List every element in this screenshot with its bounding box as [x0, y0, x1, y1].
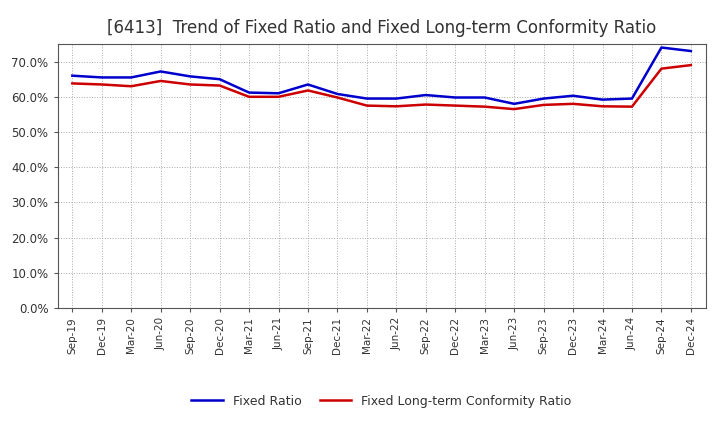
Fixed Ratio [539, 96, 548, 101]
Legend: Fixed Ratio, Fixed Long-term Conformity Ratio: Fixed Ratio, Fixed Long-term Conformity … [186, 390, 577, 413]
Fixed Long-term Conformity Ratio [245, 94, 253, 99]
Fixed Long-term Conformity Ratio [68, 81, 76, 86]
Fixed Ratio [628, 96, 636, 101]
Fixed Ratio [421, 92, 430, 98]
Fixed Ratio [97, 75, 106, 80]
Fixed Long-term Conformity Ratio [598, 104, 607, 109]
Fixed Ratio [274, 91, 283, 96]
Fixed Long-term Conformity Ratio [215, 83, 224, 88]
Fixed Ratio [127, 75, 135, 80]
Fixed Ratio [569, 93, 577, 99]
Fixed Long-term Conformity Ratio [628, 104, 636, 109]
Fixed Ratio [510, 101, 518, 106]
Fixed Ratio [68, 73, 76, 78]
Fixed Long-term Conformity Ratio [392, 104, 400, 109]
Fixed Ratio [598, 97, 607, 102]
Fixed Ratio [333, 92, 342, 97]
Fixed Ratio [156, 69, 165, 74]
Fixed Ratio [657, 45, 666, 50]
Fixed Ratio [687, 48, 696, 54]
Fixed Ratio [245, 90, 253, 95]
Fixed Long-term Conformity Ratio [186, 82, 194, 87]
Fixed Long-term Conformity Ratio [539, 102, 548, 107]
Fixed Ratio [451, 95, 459, 100]
Fixed Ratio [186, 74, 194, 79]
Line: Fixed Ratio: Fixed Ratio [72, 48, 691, 104]
Fixed Ratio [392, 96, 400, 101]
Fixed Long-term Conformity Ratio [569, 101, 577, 106]
Fixed Ratio [363, 96, 372, 101]
Fixed Long-term Conformity Ratio [510, 106, 518, 112]
Fixed Ratio [215, 77, 224, 82]
Fixed Long-term Conformity Ratio [333, 95, 342, 100]
Fixed Long-term Conformity Ratio [274, 94, 283, 99]
Line: Fixed Long-term Conformity Ratio: Fixed Long-term Conformity Ratio [72, 65, 691, 109]
Fixed Ratio [304, 82, 312, 87]
Fixed Ratio [480, 95, 489, 100]
Fixed Long-term Conformity Ratio [451, 103, 459, 108]
Title: [6413]  Trend of Fixed Ratio and Fixed Long-term Conformity Ratio: [6413] Trend of Fixed Ratio and Fixed Lo… [107, 19, 656, 37]
Fixed Long-term Conformity Ratio [304, 88, 312, 93]
Fixed Long-term Conformity Ratio [480, 104, 489, 109]
Fixed Long-term Conformity Ratio [421, 102, 430, 107]
Fixed Long-term Conformity Ratio [363, 103, 372, 108]
Fixed Long-term Conformity Ratio [156, 78, 165, 84]
Fixed Long-term Conformity Ratio [657, 66, 666, 71]
Fixed Long-term Conformity Ratio [97, 82, 106, 87]
Fixed Long-term Conformity Ratio [127, 84, 135, 89]
Fixed Long-term Conformity Ratio [687, 62, 696, 68]
